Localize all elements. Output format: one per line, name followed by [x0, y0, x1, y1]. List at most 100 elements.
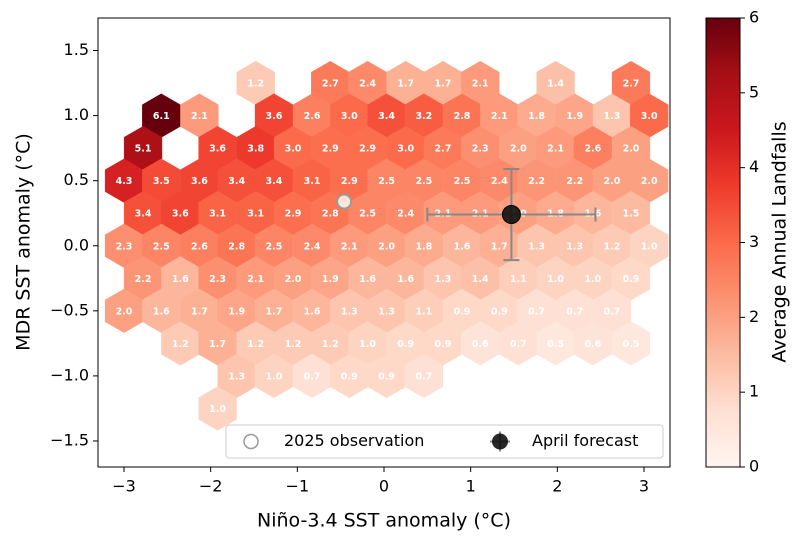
hex-label: 3.1 — [247, 209, 264, 220]
hex-label: 1.7 — [191, 306, 208, 317]
hex-label: 3.4 — [228, 176, 245, 187]
hex-label: 2.9 — [341, 176, 358, 187]
hex-label: 3.0 — [341, 111, 358, 122]
hex-label: 1.1 — [510, 274, 527, 285]
hex-label: 1.4 — [547, 79, 564, 90]
hex — [611, 321, 651, 366]
hex-label: 0.7 — [566, 306, 583, 317]
x-tick-label: −3 — [112, 477, 136, 496]
legend-label: 2025 observation — [284, 431, 424, 450]
hex-label: 2.9 — [322, 144, 339, 155]
hex-label: 2.3 — [209, 274, 226, 285]
hex-label: 1.8 — [415, 241, 432, 252]
forecast-marker — [501, 205, 521, 225]
hex-label: 2.1 — [491, 111, 508, 122]
hex-label: 1.9 — [566, 111, 583, 122]
hex-label: 1.7 — [266, 306, 283, 317]
hex-label: 1.6 — [397, 274, 414, 285]
y-tick-label: 1.5 — [64, 40, 89, 59]
y-tick-label: −0.5 — [50, 300, 89, 319]
hex-label: 0.9 — [623, 274, 640, 285]
hex-label: 3.1 — [304, 176, 321, 187]
y-axis-label: MDR SST anomaly (°C) — [13, 133, 35, 351]
hex-label: 2.7 — [435, 144, 452, 155]
hex-label: 3.0 — [285, 144, 302, 155]
hex — [254, 353, 294, 398]
hex-label: 3.2 — [415, 111, 432, 122]
hex-label: 1.2 — [322, 339, 339, 350]
hex-label: 1.2 — [172, 339, 189, 350]
hex-label: 2.4 — [304, 241, 321, 252]
hex-label: 3.5 — [153, 176, 170, 187]
hex-label: 1.0 — [266, 371, 283, 382]
hex-label: 2.5 — [266, 241, 283, 252]
hex-label: 0.6 — [584, 339, 601, 350]
hex-label: 1.3 — [604, 111, 621, 122]
hex-label: 2.4 — [359, 79, 376, 90]
hex-label: 3.6 — [191, 176, 208, 187]
hex-label: 2.9 — [285, 209, 302, 220]
hex-label: 2.2 — [135, 274, 152, 285]
hex-label: 1.6 — [454, 241, 471, 252]
hex-label: 1.7 — [491, 241, 508, 252]
hex-label: 1.4 — [472, 274, 489, 285]
x-tick-label: 1 — [466, 477, 476, 496]
hex-label: 2.2 — [566, 176, 583, 187]
y-tick-label: 0.5 — [64, 170, 89, 189]
hex-label: 2.8 — [322, 209, 339, 220]
hex-label: 0.5 — [547, 339, 564, 350]
hex-label: 2.5 — [454, 176, 471, 187]
hex-label: 3.0 — [641, 111, 658, 122]
hex-label: 1.6 — [172, 274, 189, 285]
hex-label: 1.3 — [435, 274, 452, 285]
hex-label: 0.5 — [623, 339, 640, 350]
hex-label: 1.3 — [378, 306, 395, 317]
hex-label: 2.4 — [491, 176, 508, 187]
x-tick-label: −2 — [199, 477, 223, 496]
hex-label: 2.9 — [359, 144, 376, 155]
hex-label: 1.2 — [285, 339, 302, 350]
hex-label: 3.6 — [209, 144, 226, 155]
hex-label: 0.7 — [304, 371, 321, 382]
hex-label: 1.2 — [247, 79, 264, 90]
y-tick-label: −1.0 — [50, 365, 89, 384]
hex-label: 6.1 — [153, 111, 170, 122]
observation-marker — [336, 193, 353, 210]
y-tick-label: 0.0 — [64, 235, 89, 254]
hex-label: 1.9 — [322, 274, 339, 285]
hex-label: 2.0 — [510, 144, 527, 155]
hex-label: 1.1 — [415, 306, 432, 317]
hex-label: 3.8 — [247, 144, 264, 155]
hex-label: 2.4 — [397, 209, 414, 220]
hex-label: 2.8 — [228, 241, 245, 252]
hex-label: 0.6 — [472, 339, 489, 350]
hex-label: 2.5 — [415, 176, 432, 187]
hex-label: 2.6 — [191, 241, 208, 252]
hex-label: 1.6 — [304, 306, 321, 317]
hex-label: 0.9 — [454, 306, 471, 317]
hex-label: 1.0 — [584, 274, 601, 285]
hex-label: 0.9 — [435, 339, 452, 350]
hex-label: 1.7 — [435, 79, 452, 90]
hex-label: 1.7 — [397, 79, 414, 90]
colorbar-tick-label: 0 — [749, 457, 759, 476]
legend-label: April forecast — [532, 431, 638, 450]
hex-label: 3.1 — [209, 209, 226, 220]
hex — [198, 386, 237, 431]
hex — [404, 353, 444, 398]
y-tick-label: 1.0 — [64, 105, 89, 124]
hex-label: 2.1 — [191, 111, 208, 122]
hex-label: 1.9 — [228, 306, 245, 317]
hex-label: 2.0 — [116, 306, 133, 317]
x-axis-label: Niño-3.4 SST anomaly (°C) — [257, 510, 511, 532]
hex-label: 4.3 — [116, 176, 133, 187]
colorbar-tick-label: 2 — [749, 307, 759, 326]
hex-label: 0.7 — [510, 339, 527, 350]
legend-box — [225, 424, 664, 459]
hex-label: 0.9 — [397, 339, 414, 350]
hex-label: 0.9 — [491, 306, 508, 317]
legend-observation-marker — [243, 433, 259, 450]
hex-label: 2.0 — [604, 176, 621, 187]
x-tick-label: −1 — [286, 477, 310, 496]
hex-label: 1.8 — [528, 111, 545, 122]
